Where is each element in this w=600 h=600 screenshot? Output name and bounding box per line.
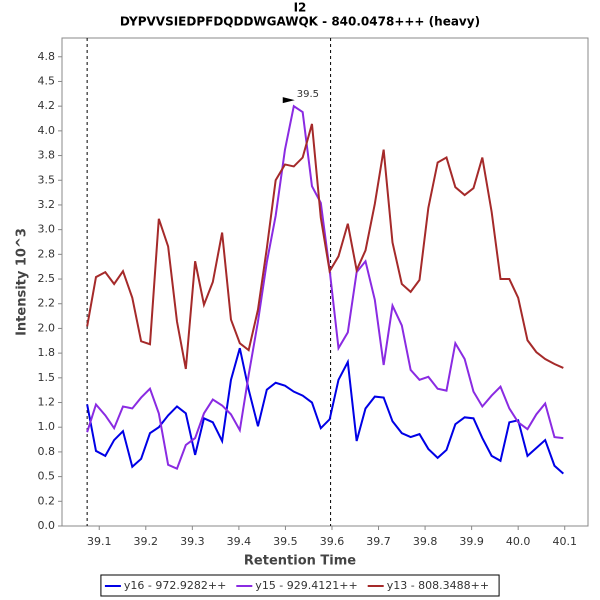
y-tick-label: 1.5 [38,371,56,384]
x-tick-label: 39.6 [320,535,345,548]
y-tick-label: 1.2 [38,396,56,409]
x-tick-label: 39.9 [459,535,484,548]
y-tick-label: 0.0 [38,519,56,532]
y-tick-label: 4.0 [38,124,56,137]
legend-label: y16 - 972.9282++ [124,579,226,592]
x-tick-label: 40.0 [506,535,531,548]
y-tick-label: 2.0 [38,321,56,334]
chart-title: I2 [294,1,307,15]
annotation: 39.5 [297,89,319,100]
x-axis-label: Retention Time [244,554,356,569]
x-tick-label: 39.4 [227,535,252,548]
plot-area [61,37,589,527]
legend [100,574,500,597]
x-tick-label: 40.1 [552,535,577,548]
y-axis-label: Intensity 10^3 [15,228,30,336]
y-tick-label: 2.5 [38,272,56,285]
y-tick-label: 3.5 [38,173,56,186]
y-tick-label: 0.2 [38,494,56,507]
y-tick-label: 4.5 [38,74,56,87]
x-tick-label: 39.1 [87,535,112,548]
series-line [86,347,564,475]
y-tick-label: 1.8 [38,346,56,359]
y-tick-label: 0.8 [38,445,56,458]
y-tick-label: 0.5 [38,470,56,483]
y-tick-label: 2.8 [38,247,56,260]
y-tick-label: 3.8 [38,149,56,162]
legend-label: y13 - 808.3488++ [387,579,489,592]
y-tick-label: 4.2 [38,99,56,112]
chart-subtitle: DYPVVSIEDPFDQDDWGAWQK - 840.0478+++ (hea… [120,15,480,29]
y-tick-label: 1.0 [38,420,56,433]
series-line [86,104,564,471]
y-tick-label: 4.8 [38,50,56,63]
x-tick-label: 39.7 [366,535,391,548]
annotation-arrow [282,97,295,104]
series-line [86,123,564,370]
x-tick-label: 39.2 [134,535,159,548]
y-tick-label: 3.0 [38,223,56,236]
x-tick-label: 39.3 [180,535,205,548]
x-tick-label: 39.5 [273,535,298,548]
y-tick-label: 2.2 [38,297,56,310]
y-tick-label: 3.2 [38,198,56,211]
x-tick-label: 39.8 [413,535,438,548]
legend-label: y15 - 929.4121++ [255,579,357,592]
